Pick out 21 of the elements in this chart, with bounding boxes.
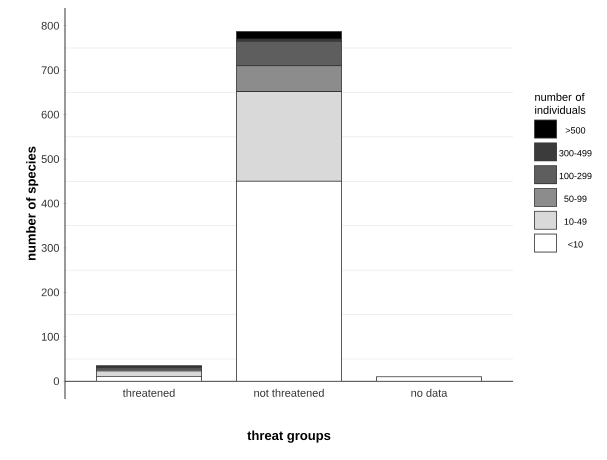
legend-label: 50-99 xyxy=(564,196,587,202)
legend-label: 100-299 xyxy=(560,172,592,180)
y-tick-label: 0 xyxy=(54,377,60,386)
y-tick-label: 100 xyxy=(42,332,60,341)
legend-title: number of individuals xyxy=(535,92,586,114)
y-tick-label: 300 xyxy=(42,244,60,252)
legend-label: >500 xyxy=(566,127,586,134)
y-tick-label: 400 xyxy=(41,200,60,208)
y-axis-title: number of species xyxy=(26,146,38,260)
legend-label: 300-499 xyxy=(559,150,592,156)
y-tick-label: 700 xyxy=(42,66,60,74)
legend-label: <10 xyxy=(568,241,583,248)
y-tick-label: 600 xyxy=(42,110,60,119)
y-tick-label: 800 xyxy=(42,22,60,30)
y-tick-label: 500 xyxy=(42,155,60,163)
legend-label: 10-49 xyxy=(564,218,587,225)
x-tick-label: no data xyxy=(411,388,448,397)
x-axis-title: threat groups xyxy=(247,430,330,443)
x-tick-label: not threatened xyxy=(254,388,324,397)
y-tick-label: 200 xyxy=(42,288,60,296)
x-tick-label: threatened xyxy=(122,388,175,397)
